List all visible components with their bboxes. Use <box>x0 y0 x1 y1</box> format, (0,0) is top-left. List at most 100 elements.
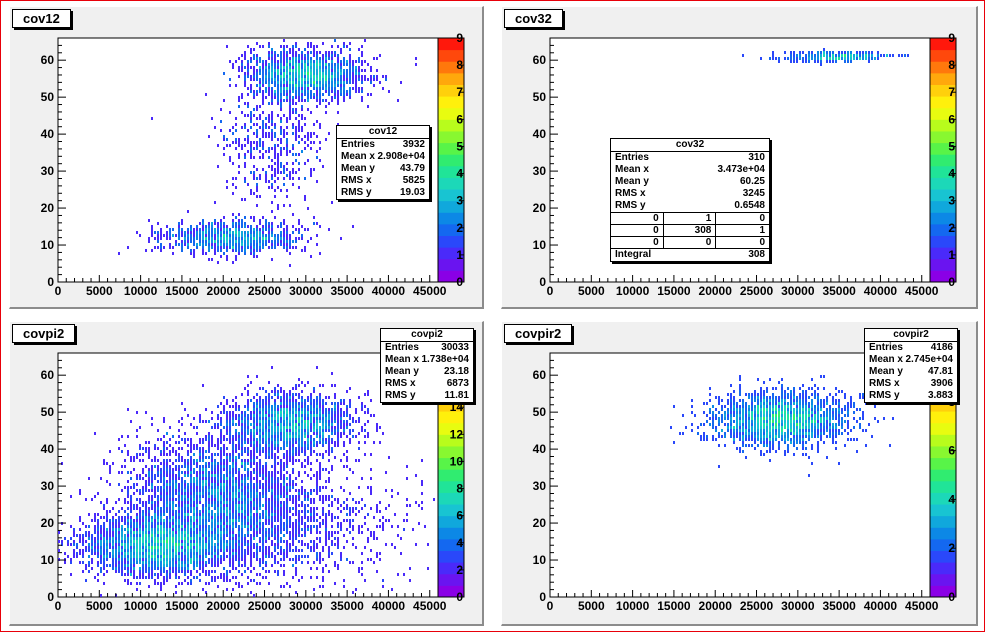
heatmap-cell <box>274 180 276 183</box>
heatmap-cell <box>157 549 159 552</box>
heatmap-cell <box>220 504 222 507</box>
heatmap-cell <box>271 453 273 456</box>
heatmap-cell <box>187 561 189 564</box>
heatmap-cell <box>283 549 285 552</box>
heatmap-cell <box>145 489 147 492</box>
heatmap-cell <box>211 558 213 561</box>
heatmap-cell <box>247 471 249 474</box>
heatmap-cell <box>307 159 309 162</box>
heatmap-cell <box>91 558 93 561</box>
heatmap-cell <box>214 558 216 561</box>
heatmap-cell <box>274 498 276 501</box>
heatmap-cell <box>265 471 267 474</box>
heatmap-cell <box>253 528 255 531</box>
heatmap-cell <box>241 528 243 531</box>
heatmap-cell <box>262 63 264 66</box>
heatmap-cell <box>169 507 171 510</box>
heatmap-cell <box>256 186 258 189</box>
heatmap-cell <box>274 399 276 402</box>
heatmap-cell <box>310 66 312 69</box>
heatmap-cell <box>244 156 246 159</box>
heatmap-cell <box>793 57 795 60</box>
heatmap-cell <box>256 462 258 465</box>
heatmap-cell <box>112 552 114 555</box>
heatmap-cell <box>196 549 198 552</box>
heatmap-cell <box>82 537 84 540</box>
heatmap-cell <box>361 51 363 54</box>
heatmap-cell <box>169 495 171 498</box>
heatmap-cell <box>100 570 102 573</box>
heatmap-cell <box>262 111 264 114</box>
heatmap-cell <box>229 486 231 489</box>
heatmap-cell <box>79 540 81 543</box>
heatmap-cell <box>316 417 318 420</box>
heatmap-cell <box>826 51 828 54</box>
heatmap-cell <box>184 465 186 468</box>
heatmap-cell <box>259 507 261 510</box>
z-tick-label: 8 <box>948 58 955 72</box>
heatmap-cell <box>349 42 351 45</box>
pad-cov32[interactable]: 0 5000 10000 15000 20000 25000 30000 35000 40000… <box>501 6 978 309</box>
heatmap-cell <box>187 504 189 507</box>
heatmap-cell <box>334 402 336 405</box>
z-tick-label: 0 <box>948 275 955 289</box>
heatmap-cell <box>205 456 207 459</box>
heatmap-cell <box>136 555 138 558</box>
heatmap-cell <box>181 537 183 540</box>
heatmap-cell <box>211 480 213 483</box>
heatmap-cell <box>208 474 210 477</box>
heatmap-cell <box>286 456 288 459</box>
heatmap-cell <box>286 225 288 228</box>
heatmap-cell <box>268 486 270 489</box>
heatmap-cell <box>304 249 306 252</box>
heatmap-cell <box>205 564 207 567</box>
stats-row: Entries 310 <box>611 152 769 164</box>
pad-cov12[interactable]: 0 5000 10000 15000 20000 25000 30000 35000 40000… <box>9 6 484 309</box>
heatmap-cell <box>334 66 336 69</box>
heatmap-cell <box>283 534 285 537</box>
heatmap-cell <box>184 462 186 465</box>
heatmap-cell <box>286 510 288 513</box>
heatmap-cell <box>280 54 282 57</box>
heatmap-cell <box>286 69 288 72</box>
heatmap-cell <box>211 231 213 234</box>
heatmap-cell <box>91 549 93 552</box>
heatmap-cell <box>280 69 282 72</box>
heatmap-cell <box>109 564 111 567</box>
heatmap-cell <box>268 555 270 558</box>
heatmap-cell <box>319 540 321 543</box>
stats-box-cov32[interactable]: cov32 Entries 310 Mean x 3.473e+04 Mean y 60.2… <box>610 138 770 262</box>
heatmap-cell <box>298 93 300 96</box>
heatmap-cell <box>274 429 276 432</box>
heatmap-cell <box>298 417 300 420</box>
heatmap-cell <box>256 393 258 396</box>
heatmap-cell <box>253 54 255 57</box>
heatmap-cell <box>121 435 123 438</box>
heatmap-cell <box>127 561 129 564</box>
heatmap-cell <box>232 231 234 234</box>
heatmap-cell <box>232 534 234 537</box>
pad-covpi2[interactable]: 0 5000 10000 15000 20000 25000 30000 35000 40000… <box>9 321 484 626</box>
heatmap-cell <box>253 441 255 444</box>
heatmap-cell <box>169 501 171 504</box>
heatmap-cell <box>247 492 249 495</box>
heatmap-cell <box>100 534 102 537</box>
heatmap-cell <box>193 231 195 234</box>
heatmap-cell <box>151 507 153 510</box>
heatmap-cell <box>256 54 258 57</box>
heatmap-cell <box>157 459 159 462</box>
heatmap-cell <box>94 546 96 549</box>
heatmap-cell <box>205 462 207 465</box>
stats-box-cov12[interactable]: cov12 Entries 3932 Mean x 2.908e+04 Mean y 43.… <box>336 125 430 200</box>
heatmap-cell <box>286 99 288 102</box>
heatmap-cell <box>229 504 231 507</box>
heatmap-cell <box>79 537 81 540</box>
heatmap-cell <box>226 549 228 552</box>
x-tick-label: 15000 <box>657 284 691 298</box>
heatmap-cell <box>328 102 330 105</box>
heatmap-cell <box>271 552 273 555</box>
heatmap-cell <box>277 573 279 576</box>
heatmap-cell <box>172 492 174 495</box>
heatmap-cell <box>256 423 258 426</box>
heatmap-cell <box>277 477 279 480</box>
